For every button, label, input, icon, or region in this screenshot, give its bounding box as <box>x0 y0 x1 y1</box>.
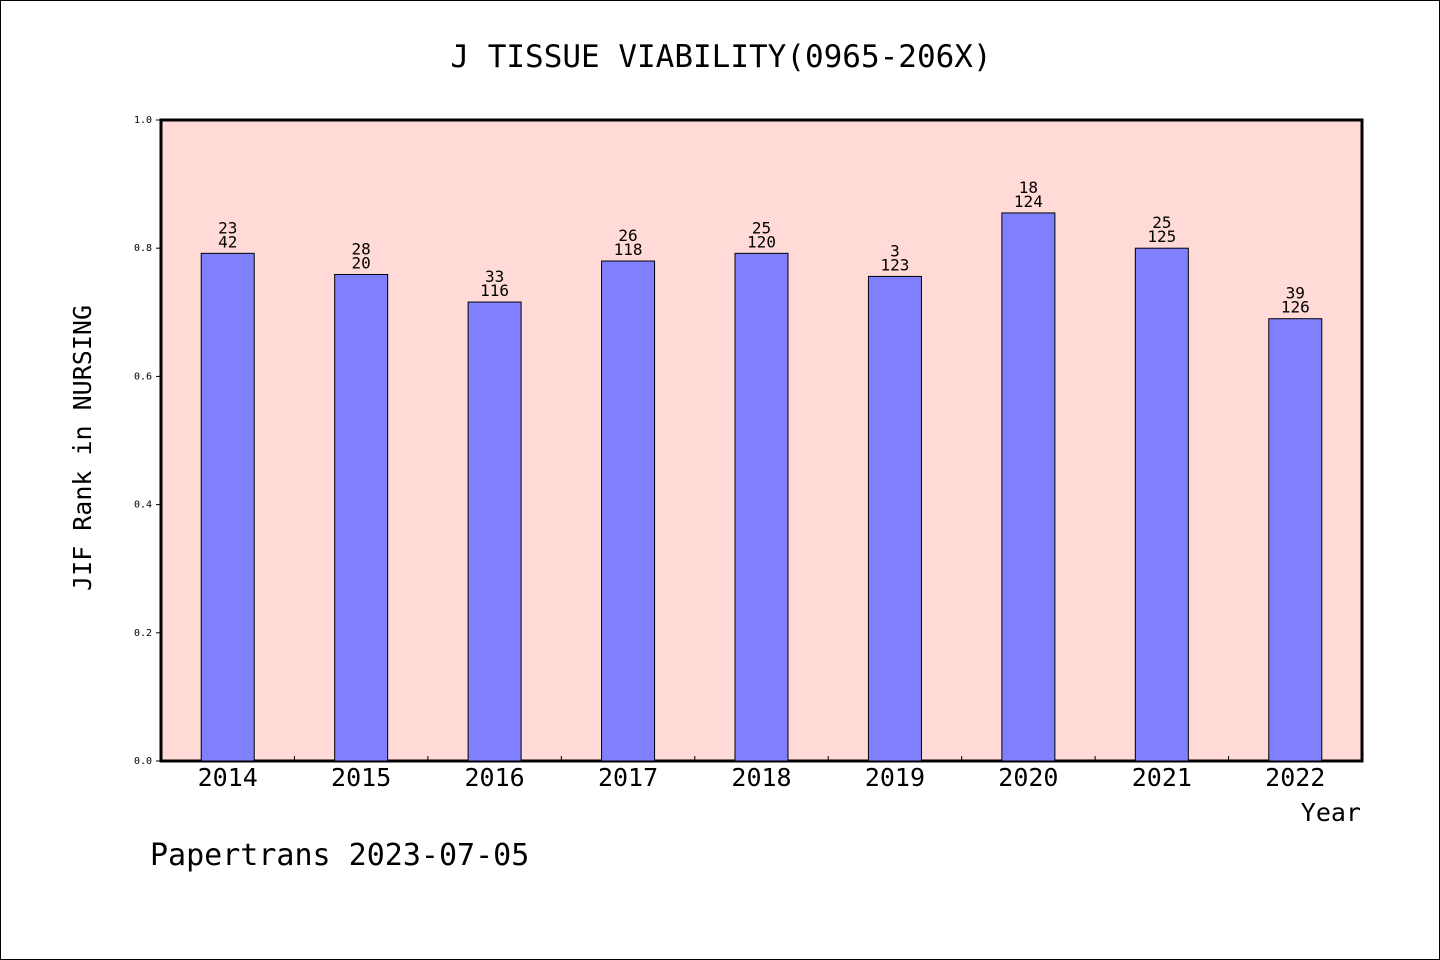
bar-total-label: 126 <box>1281 298 1310 317</box>
bar-total-label: 124 <box>1014 192 1043 211</box>
y-tick-label: 0.4 <box>134 500 152 511</box>
bar-2018 <box>734 252 789 762</box>
bar-rank-label: 25 <box>752 218 771 237</box>
bar-total-label: 116 <box>480 281 509 300</box>
bar-rank-label: 28 <box>352 239 371 258</box>
bar-2020 <box>1001 212 1056 762</box>
y-axis-ticks: 0.0 0.2 0.4 0.6 0.8 1.0 <box>134 115 161 767</box>
y-tick-label: 1.0 <box>134 115 152 126</box>
bar-total-label: 20 <box>352 253 371 272</box>
bar-total-label: 42 <box>218 232 237 251</box>
bar-2017 <box>601 260 656 762</box>
y-tick-label: 0.0 <box>134 756 152 767</box>
bar-rank-label: 18 <box>1019 178 1038 197</box>
bar-2022 <box>1268 318 1323 762</box>
bar-total-label: 123 <box>880 255 909 274</box>
bar-rank-label: 33 <box>485 267 504 286</box>
y-axis-label: JIF Rank in NURSING <box>68 305 97 591</box>
chart-title: J TISSUE VIABILITY(0965-206X) <box>450 39 991 75</box>
bar-rank-label: 39 <box>1286 284 1305 303</box>
bar-2016 <box>467 301 522 762</box>
x-tick-label: 2021 <box>1132 763 1192 792</box>
bars-group <box>200 212 1323 762</box>
bar-total-label: 118 <box>614 240 643 259</box>
x-axis-ticks: 2014 2015 2016 2017 2018 2019 2020 2021 2022 <box>198 756 1325 792</box>
bar-total-label: 125 <box>1147 227 1176 246</box>
x-tick-label: 2022 <box>1265 763 1325 792</box>
bar-rank-label: 26 <box>618 226 637 245</box>
bar-total-label: 120 <box>747 232 776 251</box>
bar-2019 <box>867 275 922 762</box>
bar-2014 <box>200 252 255 762</box>
x-tick-label: 2018 <box>731 763 791 792</box>
x-tick-label: 2019 <box>865 763 925 792</box>
bar-2021 <box>1134 247 1189 762</box>
x-tick-label: 2015 <box>331 763 391 792</box>
y-tick-label: 0.2 <box>134 628 152 639</box>
y-tick-label: 0.6 <box>134 371 152 382</box>
bar-rank-label: 3 <box>890 241 900 260</box>
x-tick-label: 2020 <box>998 763 1058 792</box>
bar-rank-label: 25 <box>1152 213 1171 232</box>
bar-rank-label: 23 <box>218 218 237 237</box>
x-tick-label: 2017 <box>598 763 658 792</box>
y-tick-label: 0.8 <box>134 243 152 254</box>
x-tick-label: 2014 <box>198 763 258 792</box>
x-tick-label: 2016 <box>465 763 525 792</box>
footer-credit: Papertrans 2023-07-05 <box>150 838 529 873</box>
bar-2015 <box>334 273 389 762</box>
x-axis-label: Year <box>1301 798 1361 827</box>
